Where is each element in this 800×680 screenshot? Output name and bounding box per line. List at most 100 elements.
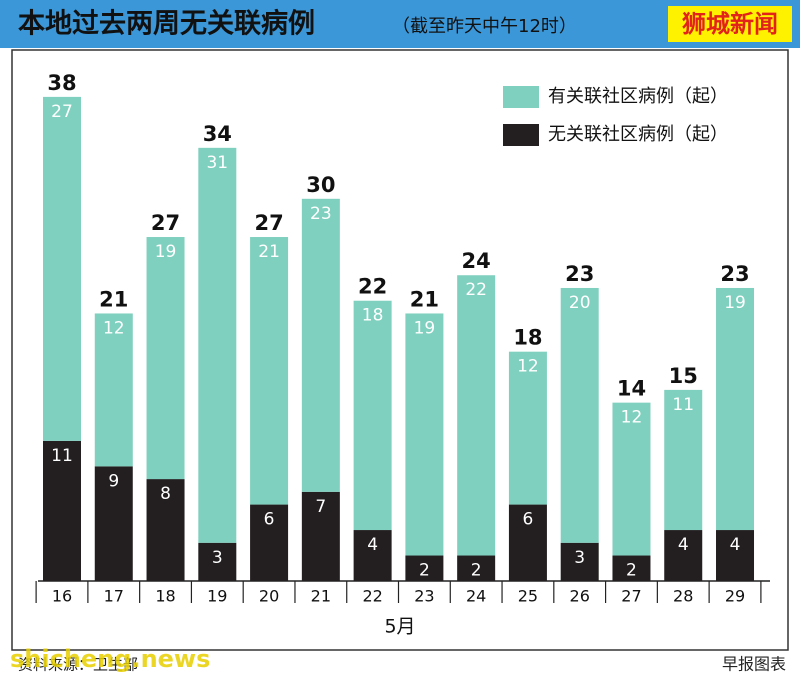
x-tick-label: 23: [414, 587, 434, 606]
bar-segment: [716, 287, 755, 531]
x-tick-label: 25: [518, 587, 538, 606]
value-label: 9: [108, 471, 119, 491]
total-label: 15: [669, 364, 698, 388]
brand-box: [668, 6, 792, 42]
chart-title: 本地过去两周无关联病例: [18, 9, 315, 40]
value-label: 20: [569, 293, 591, 313]
value-label: 23: [310, 204, 332, 224]
value-label: 12: [621, 408, 643, 428]
legend-swatch: [503, 124, 539, 146]
value-label: 8: [160, 484, 171, 504]
total-label: 21: [410, 287, 439, 311]
bar-segment: [301, 491, 340, 581]
value-label: 22: [465, 280, 487, 300]
x-tick-label: 28: [673, 587, 693, 606]
x-tick-label: 26: [570, 587, 590, 606]
value-label: 19: [724, 293, 746, 313]
bar-segment: [198, 147, 237, 543]
bar-segment: [43, 96, 81, 441]
bar-segment: [405, 555, 444, 581]
value-label: 4: [367, 535, 378, 555]
header-band: [0, 0, 800, 48]
value-label: 19: [155, 242, 177, 262]
total-label: 21: [99, 287, 128, 311]
value-label: 2: [419, 561, 430, 581]
total-label: 38: [47, 71, 76, 95]
value-label: 6: [264, 510, 275, 530]
value-label: 3: [212, 548, 223, 568]
x-tick-label: 19: [207, 587, 227, 606]
chart-frame: [11, 49, 789, 651]
bar-segment: [457, 555, 496, 581]
bar-segment: [301, 198, 340, 492]
bar-segment: [43, 440, 81, 581]
value-label: 3: [574, 548, 585, 568]
watermark: shicheng.news: [10, 645, 210, 673]
legend-label: 无关联社区病例（起）: [548, 124, 728, 145]
credit: 早报图表: [722, 655, 786, 674]
value-label: 12: [103, 318, 125, 338]
bar-segment: [353, 300, 392, 531]
total-label: 23: [720, 262, 749, 286]
legend-swatch: [503, 86, 539, 108]
value-label: 21: [258, 242, 280, 262]
value-label: 7: [315, 497, 326, 517]
total-label: 14: [617, 377, 646, 401]
value-label: 6: [523, 510, 534, 530]
bar-segment: [508, 504, 547, 581]
x-tick-label: 18: [155, 587, 175, 606]
total-label: 30: [306, 173, 335, 197]
value-label: 4: [678, 535, 689, 555]
bar-segment: [353, 530, 392, 581]
value-label: 27: [51, 102, 73, 122]
bar-segment: [457, 275, 496, 556]
bar-segment: [94, 313, 133, 467]
chart-subtitle: （截至昨天中午12时）: [392, 16, 577, 37]
value-label: 11: [51, 446, 73, 466]
x-tick-label: 27: [621, 587, 641, 606]
bar-segment: [405, 313, 444, 556]
bar-segment: [716, 530, 755, 581]
bar-segment: [612, 555, 651, 581]
value-label: 31: [206, 153, 228, 173]
bar-segment: [94, 466, 133, 581]
x-tick-label: 24: [466, 587, 486, 606]
x-axis-label: 5月: [384, 616, 415, 638]
x-tick-label: 16: [52, 587, 72, 606]
total-label: 23: [565, 262, 594, 286]
bar-segment: [664, 389, 703, 531]
source: 资料来源：卫生部: [18, 656, 138, 674]
x-tick-label: 22: [362, 587, 382, 606]
brand: 狮城新闻: [682, 10, 778, 38]
bar-segment: [560, 287, 599, 543]
total-label: 24: [462, 249, 491, 273]
value-label: 12: [517, 357, 539, 377]
bar-segment: [146, 479, 185, 581]
bar-segment: [198, 542, 237, 581]
value-label: 2: [471, 561, 482, 581]
value-label: 11: [672, 395, 694, 415]
bar-segment: [508, 351, 547, 505]
value-label: 18: [362, 306, 384, 326]
value-label: 19: [414, 318, 436, 338]
bar-segment: [250, 237, 289, 505]
x-tick-label: 29: [725, 587, 745, 606]
bar-segment: [250, 504, 289, 581]
total-label: 27: [254, 211, 283, 235]
bar-segment: [560, 542, 599, 581]
x-tick-label: 17: [104, 587, 124, 606]
bar-segment: [146, 237, 185, 480]
legend-label: 有关联社区病例（起）: [548, 86, 728, 107]
total-label: 27: [151, 211, 180, 235]
total-label: 18: [513, 326, 542, 350]
value-label: 2: [626, 561, 637, 581]
total-label: 22: [358, 275, 387, 299]
x-tick-label: 21: [311, 587, 331, 606]
bar-segment: [664, 530, 703, 581]
total-label: 34: [203, 122, 232, 146]
value-label: 4: [730, 535, 741, 555]
bar-segment: [612, 402, 651, 556]
x-tick-label: 20: [259, 587, 279, 606]
